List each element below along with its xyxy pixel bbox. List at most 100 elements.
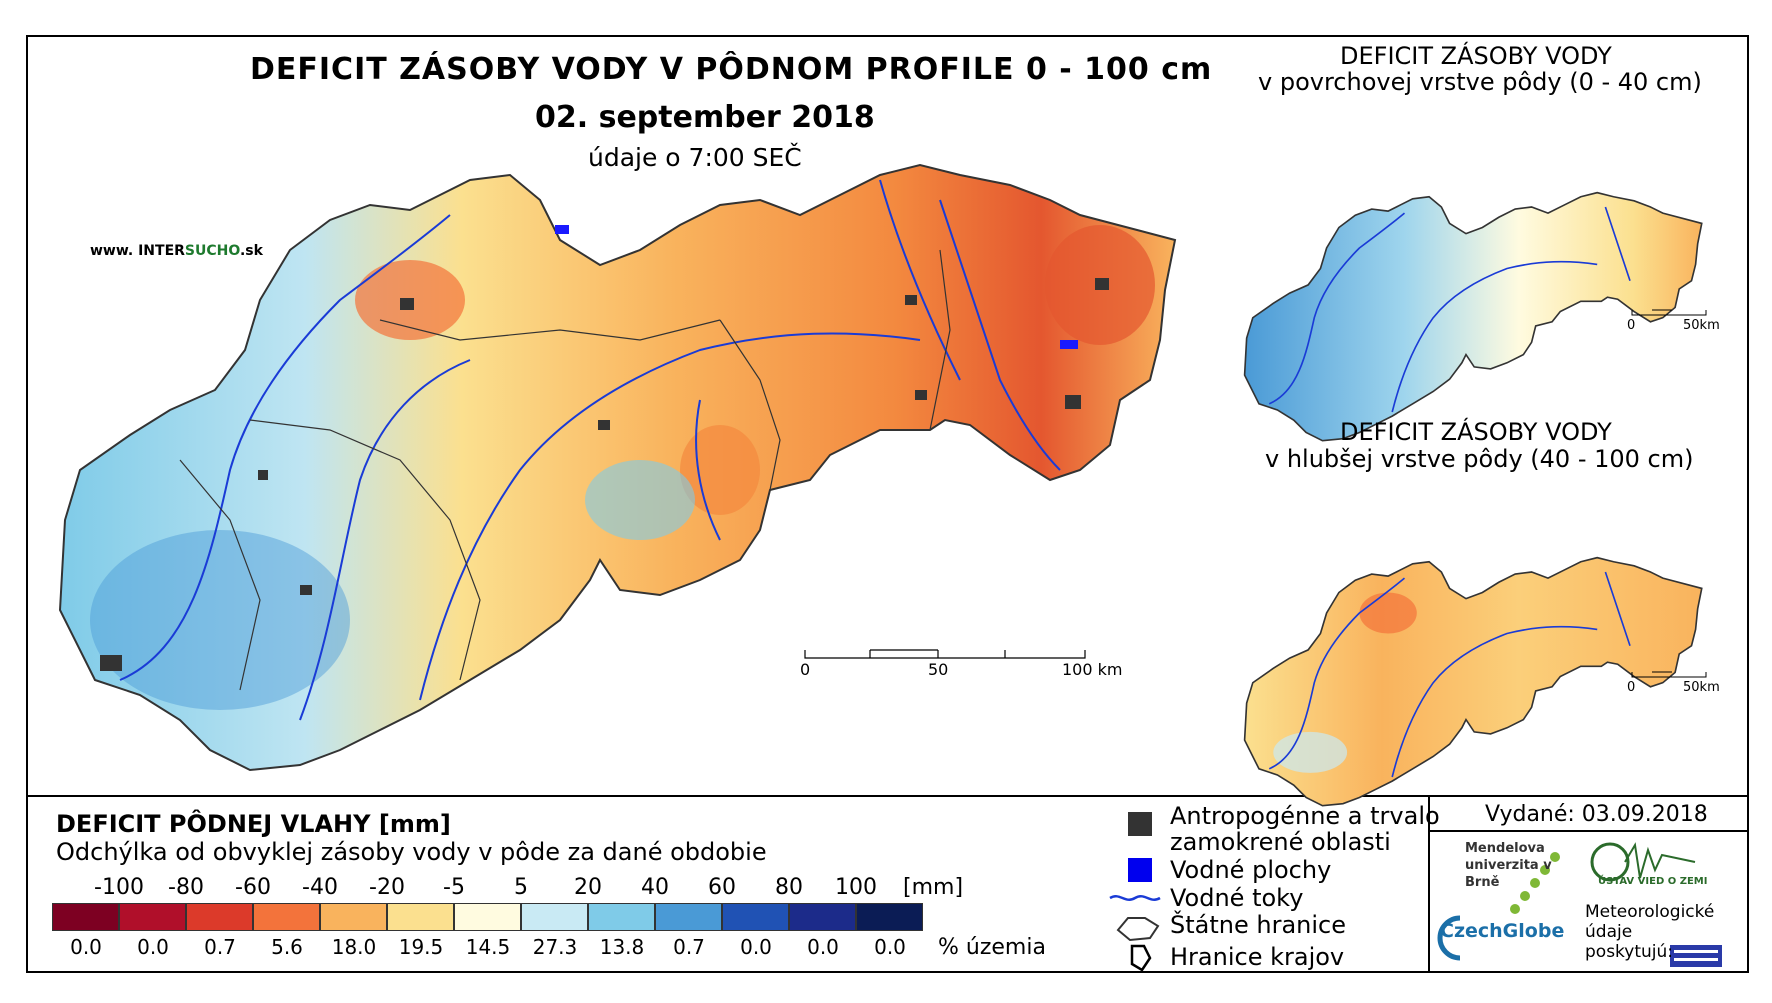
wet-area-southwest [90,530,350,710]
legend-percent-value: 14.5 [465,935,511,959]
legend-percent-value: 0.0 [70,935,102,959]
river-hornad [879,179,961,381]
map-time: údaje o 7:00 SEČ [588,143,802,172]
legend-percent-value: 0.0 [137,935,169,959]
city [905,295,917,305]
meteo-credit: Meteorologické údaje poskytujú: [1585,902,1715,962]
legend-class-label: -60 [235,875,271,900]
legend-swatch [119,903,186,931]
inset-top-scale-50: 50km [1683,318,1720,333]
legend-unit: [mm] [903,875,964,900]
mendel-logo-text: Mendelova univerzita v Brně [1465,841,1552,890]
key-state-border: Štátne hranice [1170,911,1346,939]
legend-class-label: 60 [708,875,736,900]
region-border [249,419,481,681]
region-border [379,319,721,341]
region-border [179,459,261,691]
drought-hotspot-central [680,425,760,515]
legend-class-label: 5 [514,875,528,900]
key-region-border: Hranice krajov [1170,943,1345,971]
legend-swatch [186,903,253,931]
legend-swatch [52,903,119,931]
river-symbol [1109,895,1161,901]
scale-label-50: 50 [928,660,949,679]
czechglobe-logo [1437,915,1461,961]
region-border [929,249,951,431]
legend-class-label: -40 [302,875,338,900]
legend-percent-value: 0.0 [874,935,906,959]
legend-swatch [856,903,923,931]
figure-frame [26,35,1749,973]
inset-bottom-title: DEFICIT ZÁSOBY VODY [1340,418,1612,446]
scale-label-0: 0 [800,660,811,679]
inset-top-scale-0: 0 [1627,318,1636,333]
legend-percent-value: 5.6 [271,935,303,959]
legend-swatch [655,903,722,931]
river-ipel [695,399,721,541]
inset-top-subtitle: v povrchovej vrstve pôdy (0 - 40 cm) [1258,68,1702,96]
legend-subtitle: Odchýlka od obvyklej zásoby vody v pôde … [56,838,767,866]
legend-swatch [253,903,320,931]
issued-divider [1428,830,1749,832]
website-link[interactable]: www. INTERSUCHO.sk [90,243,263,259]
legend-divider [26,795,1749,797]
key-rivers: Vodné toky [1170,884,1304,912]
inset-map-subsoil [1243,556,1703,807]
city [915,390,927,400]
legend-swatch [789,903,856,931]
legend-class-label: -80 [168,875,204,900]
czechglobe-logo-text: CzechGlobe [1440,920,1565,942]
legend-class-label: 100 [835,875,877,900]
mendel-logo [1510,852,1560,914]
region-border-symbol [1130,944,1152,972]
region-border [719,319,781,491]
state-border-symbol [1116,917,1160,942]
map-date: 02. september 2018 [535,100,875,135]
inset-bottom-scale-50: 50km [1683,680,1720,695]
issued-date: Vydané: 03.09.2018 [1485,802,1708,827]
legend-class-label: 20 [574,875,602,900]
river-hron [419,332,921,701]
legend-swatch [588,903,655,931]
legend-swatch [454,903,521,931]
legend-class-label: -100 [94,875,144,900]
shmu-logo [1670,945,1722,967]
key-water-bodies: Vodné plochy [1170,856,1332,884]
legend-percent-label: % územia [938,935,1046,960]
river-nitra [299,359,471,721]
water-body-sirava [1060,340,1078,349]
city-kosice [1065,395,1081,409]
uvz-logo-text: ÚSTAV VIED O ZEMI [1598,876,1708,887]
river-ondava [939,199,1061,471]
legend-title: DEFICIT PÔDNEJ VLAHY [mm] [56,810,451,838]
uvz-logo [1590,842,1696,882]
water-body-orava [555,225,569,234]
water-body-symbol [1128,858,1152,882]
legend-percent-value: 18.0 [331,935,377,959]
website-suffix: .sk [239,243,263,259]
key-anthropogenic: Antropogénne a trvalo [1170,802,1440,830]
legend-percent-value: 0.0 [740,935,772,959]
legend-swatch [320,903,387,931]
main-map [59,164,1176,771]
legend-percent-value: 0.7 [673,935,705,959]
legend-percent-value: 0.0 [807,935,839,959]
city-banska-bystrica [598,420,610,430]
main-scale-bar [804,649,1086,659]
inset-bottom-scale-0: 0 [1627,680,1636,695]
legend-class-label: -5 [443,875,465,900]
legend-class-label: -20 [369,875,405,900]
legend-swatch [722,903,789,931]
city-zilina [400,298,414,310]
legend-percent-value: 0.7 [204,935,236,959]
inset-top-title: DEFICIT ZÁSOBY VODY [1340,42,1612,70]
anthropogenic-area-symbol [1128,812,1152,836]
city-presov [1095,278,1109,290]
map-title: DEFICIT ZÁSOBY VODY V PÔDNOM PROFILE 0 -… [250,52,1213,87]
legend-percent-value: 19.5 [398,935,444,959]
legend-percent-value: 27.3 [532,935,578,959]
inset-bottom-scale-bar [1631,671,1707,678]
river-vah [119,214,451,681]
website-highlight: SUCHO [184,243,240,259]
